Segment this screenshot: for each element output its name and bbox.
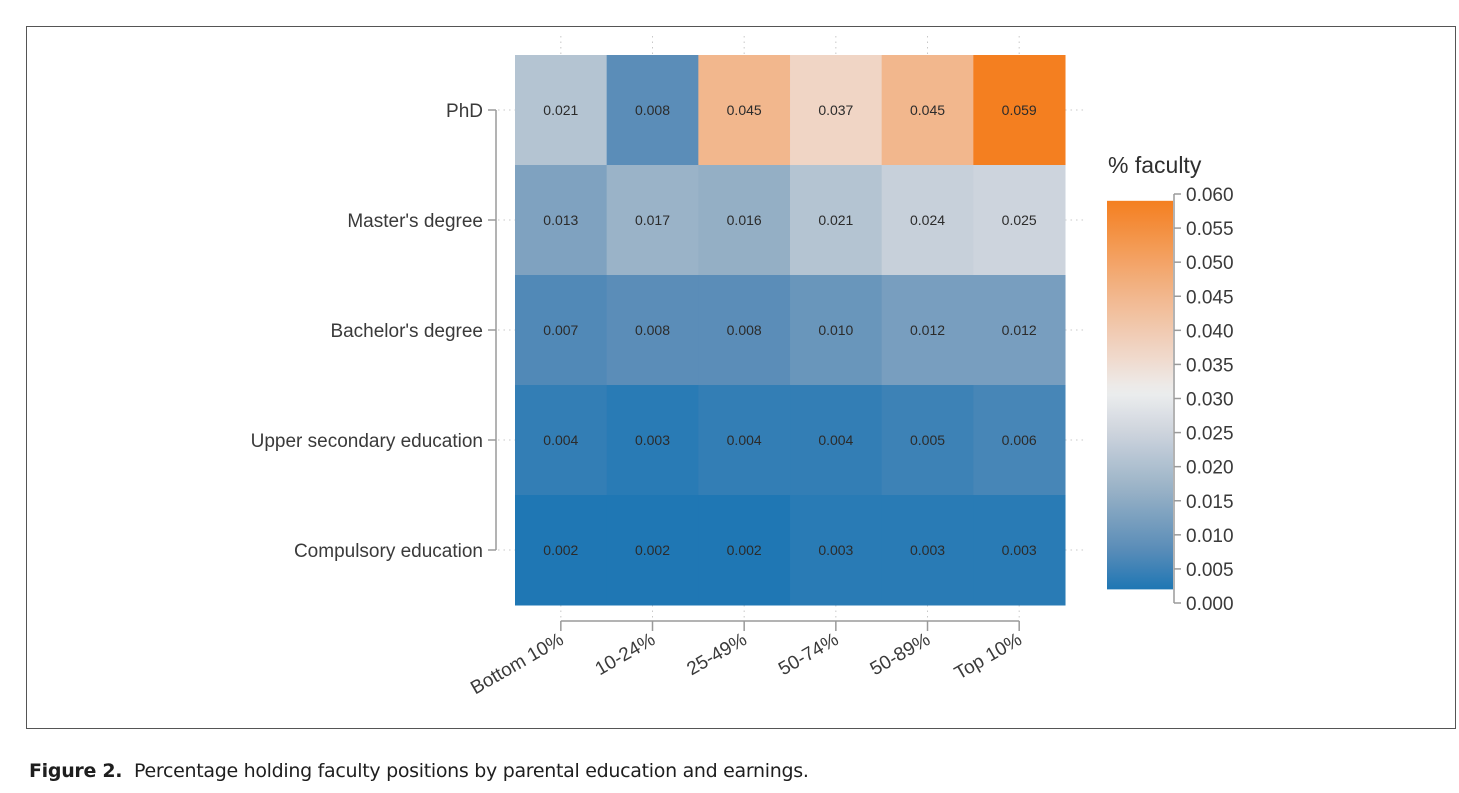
cell-value-label: 0.059	[1002, 102, 1037, 118]
y-tick-label: Compulsory education	[294, 541, 483, 562]
figure-caption: Figure 2. Percentage holding faculty pos…	[29, 760, 809, 782]
cell-value-label: 0.006	[1002, 432, 1037, 448]
x-tick-label: Top 10%	[951, 629, 1026, 684]
legend-tick-label: 0.025	[1186, 424, 1234, 445]
cell-value-label: 0.002	[543, 542, 578, 558]
color-legend: % faculty 0.060 0.055 0.050 0.045 0.040 0.035 0…	[1107, 152, 1234, 615]
y-tick-label: Bachelor's degree	[330, 321, 483, 342]
heatmap-cell	[698, 385, 791, 496]
heatmap-cell	[606, 55, 699, 166]
heatmap-cell	[973, 165, 1066, 276]
heatmap-cell	[515, 165, 608, 276]
cell-value-label: 0.002	[727, 542, 762, 558]
cell-value-label: 0.013	[543, 212, 578, 228]
cell-value-label: 0.003	[910, 542, 945, 558]
cell-value-label: 0.003	[635, 432, 670, 448]
heatmap-cell	[515, 385, 608, 496]
cell-value-label: 0.007	[543, 322, 578, 338]
legend-tick-label: 0.060	[1186, 185, 1234, 206]
cell-value-label: 0.012	[1002, 322, 1037, 338]
gridlines	[498, 36, 1086, 619]
legend-color-bar	[1107, 200, 1173, 590]
legend-tick-label: 0.000	[1186, 594, 1234, 615]
heatmap-cell	[790, 165, 883, 276]
cell-value-label: 0.003	[818, 542, 853, 558]
heatmap-cell	[973, 275, 1066, 386]
cell-value-label: 0.021	[543, 102, 578, 118]
cell-value-label: 0.004	[543, 432, 578, 448]
heatmap-cell	[973, 55, 1066, 166]
heatmap-cell	[606, 495, 699, 606]
cell-value-label: 0.024	[910, 212, 945, 228]
heatmap-cell	[698, 55, 791, 166]
y-axis: PhD Master's degree Bachelor's degree Upper…	[251, 101, 497, 562]
heatmap-cell	[606, 165, 699, 276]
y-tick-label: Upper secondary education	[251, 431, 483, 452]
heatmap-cell	[698, 495, 791, 606]
x-tick-label: 10-24%	[592, 629, 659, 680]
heatmap-cell	[790, 385, 883, 496]
x-tick-label: 25-49%	[683, 629, 750, 680]
heatmap-cell	[881, 165, 974, 276]
heatmap-cell	[790, 275, 883, 386]
cell-value-label: 0.025	[1002, 212, 1037, 228]
cell-value-label: 0.045	[727, 102, 762, 118]
cell-value-label: 0.005	[910, 432, 945, 448]
legend-title: % faculty	[1108, 152, 1202, 178]
heatmap-cell	[881, 495, 974, 606]
heatmap-cell	[973, 385, 1066, 496]
heatmap-cell	[881, 275, 974, 386]
heatmap-cell	[515, 55, 608, 166]
heatmap-cell	[973, 495, 1066, 606]
heatmap-cell	[606, 385, 699, 496]
cell-value-label: 0.012	[910, 322, 945, 338]
cell-value-label: 0.017	[635, 212, 670, 228]
heatmap-cell	[790, 495, 883, 606]
legend-tick-label: 0.005	[1186, 560, 1234, 581]
cell-value-label: 0.016	[727, 212, 762, 228]
x-tick-label: 50-74%	[775, 629, 842, 680]
legend-tick-label: 0.035	[1186, 355, 1234, 376]
heatmap-cell	[606, 275, 699, 386]
legend-tick-label: 0.045	[1186, 287, 1234, 308]
cell-value-label: 0.008	[727, 322, 762, 338]
y-tick-label: PhD	[446, 101, 483, 122]
legend-tick-label: 0.050	[1186, 253, 1234, 274]
x-tick-label: Bottom 10%	[467, 629, 567, 699]
heatmap-cell	[881, 55, 974, 166]
x-axis: Bottom 10% 10-24% 25-49% 50-74% 50-89% Top 10…	[467, 620, 1026, 699]
heatmap-cells: 0.021 0.008 0.045 0.037 0.045 0.059 0.013 0.017…	[515, 55, 1066, 606]
heatmap-cell	[881, 385, 974, 496]
cell-value-label: 0.045	[910, 102, 945, 118]
y-tick-label: Master's degree	[347, 211, 483, 232]
heatmap-cell	[515, 495, 608, 606]
heatmap-cell	[698, 165, 791, 276]
figure-number: Figure 2.	[29, 760, 123, 782]
cell-value-label: 0.010	[818, 322, 853, 338]
x-tick-label: 50-89%	[867, 629, 934, 680]
cell-value-label: 0.008	[635, 322, 670, 338]
legend-tick-label: 0.040	[1186, 321, 1234, 342]
cell-value-label: 0.002	[635, 542, 670, 558]
legend-tick-label: 0.030	[1186, 390, 1234, 411]
legend-tick-label: 0.055	[1186, 219, 1234, 240]
heatmap-cell	[698, 275, 791, 386]
legend-tick-label: 0.020	[1186, 458, 1234, 479]
cell-value-label: 0.021	[818, 212, 853, 228]
cell-value-label: 0.003	[1002, 542, 1037, 558]
cell-value-label: 0.037	[818, 102, 853, 118]
heatmap-cell	[790, 55, 883, 166]
cell-value-label: 0.008	[635, 102, 670, 118]
heatmap-cell	[515, 275, 608, 386]
legend-tick-label: 0.010	[1186, 526, 1234, 547]
cell-value-label: 0.004	[727, 432, 762, 448]
caption-text: Percentage holding faculty positions by …	[133, 760, 809, 782]
cell-value-label: 0.004	[818, 432, 853, 448]
legend-tick-label: 0.015	[1186, 492, 1234, 513]
